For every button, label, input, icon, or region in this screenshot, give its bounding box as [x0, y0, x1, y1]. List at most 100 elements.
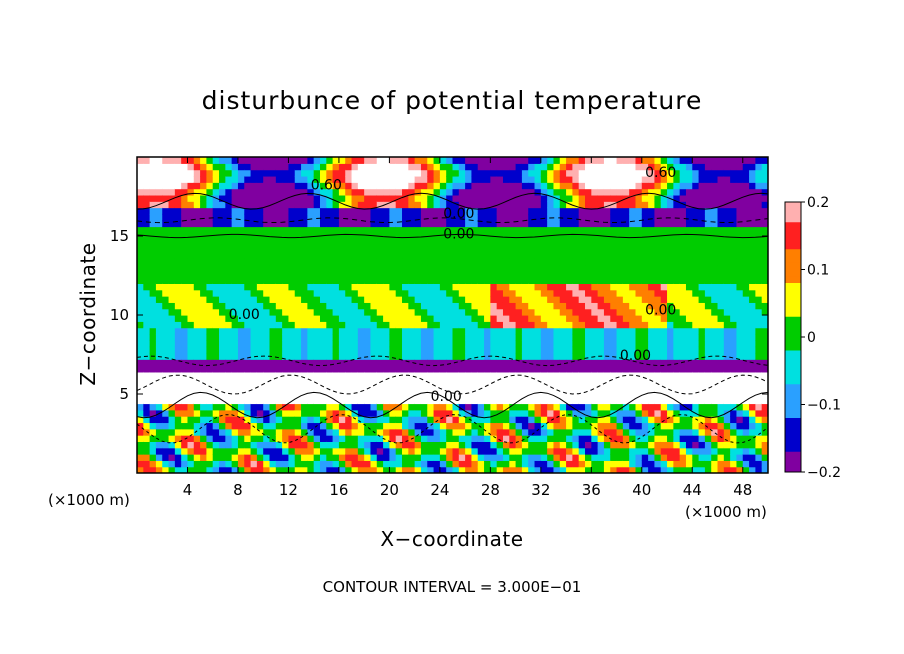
heatmap-cell	[294, 239, 302, 247]
heatmap-cell	[439, 403, 447, 411]
heatmap-cell	[345, 188, 353, 196]
heatmap-cell	[477, 220, 485, 228]
heatmap-cell	[143, 251, 151, 259]
heatmap-cell	[402, 428, 409, 436]
heatmap-cell	[603, 435, 611, 442]
heatmap-cell	[477, 194, 485, 202]
heatmap-cell	[275, 302, 283, 310]
heatmap-cell	[578, 352, 586, 360]
heatmap-cell	[521, 422, 529, 430]
heatmap-cell	[597, 245, 605, 253]
heatmap-cell	[616, 213, 624, 221]
heatmap-cell	[667, 422, 674, 430]
heatmap-cell	[408, 258, 416, 266]
heatmap-cell	[370, 384, 378, 392]
heatmap-cell	[332, 194, 340, 202]
heatmap-cell	[566, 428, 573, 436]
heatmap-cell	[357, 454, 365, 461]
heatmap-cell	[540, 169, 548, 177]
heatmap-cell	[502, 428, 510, 436]
heatmap-cell	[231, 169, 239, 177]
heatmap-cell	[370, 239, 378, 247]
heatmap-cell	[509, 416, 517, 424]
heatmap-cell	[137, 340, 144, 348]
heatmap-cell	[629, 365, 637, 373]
heatmap-cell	[357, 226, 365, 234]
heatmap-cell	[761, 435, 768, 442]
heatmap-cell	[704, 333, 712, 341]
heatmap-cell	[326, 157, 334, 164]
heatmap-cell	[603, 428, 611, 436]
heatmap-cell	[155, 416, 163, 424]
heatmap-cell	[509, 466, 517, 473]
heatmap-cell	[408, 220, 416, 228]
heatmap-cell	[540, 289, 548, 297]
heatmap-cell	[755, 220, 763, 228]
heatmap-cell	[673, 435, 681, 442]
heatmap-cell	[534, 390, 542, 398]
heatmap-cell	[326, 283, 334, 291]
heatmap-cell	[269, 182, 277, 190]
heatmap-cell	[673, 220, 681, 228]
heatmap-cell	[332, 371, 340, 379]
heatmap-cell	[389, 365, 397, 373]
heatmap-cell	[534, 315, 542, 322]
heatmap-cell	[282, 226, 290, 234]
heatmap-cell	[263, 384, 271, 392]
heatmap-cell	[458, 169, 466, 177]
heatmap-cell	[673, 384, 681, 392]
heatmap-cell	[490, 188, 498, 196]
heatmap-cell	[376, 245, 384, 253]
heatmap-cell	[389, 264, 397, 272]
heatmap-cell	[704, 466, 712, 473]
heatmap-cell	[490, 390, 498, 398]
heatmap-cell	[736, 277, 744, 284]
heatmap-cell	[231, 302, 239, 310]
heatmap-cell	[383, 397, 390, 405]
heatmap-cell	[319, 175, 327, 183]
heatmap-cell	[433, 232, 441, 240]
heatmap-cell	[704, 371, 712, 379]
heatmap-cell	[654, 296, 662, 303]
heatmap-cell	[282, 371, 290, 379]
heatmap-cell	[408, 352, 416, 360]
heatmap-cell	[679, 251, 687, 259]
heatmap-cell	[256, 277, 264, 284]
heatmap-cell	[490, 226, 498, 234]
heatmap-cell	[256, 333, 264, 341]
heatmap-cell	[351, 447, 359, 455]
heatmap-cell	[484, 245, 491, 253]
heatmap-cell	[749, 308, 756, 316]
heatmap-cell	[471, 466, 479, 473]
heatmap-cell	[282, 378, 290, 386]
heatmap-cell	[458, 371, 466, 379]
heatmap-cell	[351, 163, 359, 171]
heatmap-cell	[231, 283, 239, 291]
heatmap-cell	[648, 213, 656, 221]
heatmap-cell	[187, 447, 195, 455]
heatmap-cell	[490, 169, 498, 177]
heatmap-cell	[692, 422, 700, 430]
heatmap-cell	[427, 277, 435, 284]
heatmap-cell	[585, 188, 592, 196]
heatmap-cell	[591, 207, 599, 215]
heatmap-cell	[502, 302, 510, 310]
heatmap-cell	[515, 226, 523, 234]
heatmap-cell	[219, 245, 226, 253]
heatmap-cell	[244, 264, 252, 272]
heatmap-cell	[559, 416, 567, 424]
heatmap-cell	[685, 182, 693, 190]
heatmap-cell	[301, 327, 308, 335]
heatmap-cell	[521, 277, 529, 284]
heatmap-cell	[660, 403, 668, 411]
heatmap-cell	[515, 245, 523, 253]
heatmap-cell	[704, 384, 712, 392]
heatmap-cell	[559, 352, 567, 360]
heatmap-cell	[307, 264, 315, 272]
heatmap-cell	[256, 245, 264, 253]
heatmap-cell	[187, 169, 195, 177]
heatmap-cell	[477, 175, 485, 183]
heatmap-cell	[566, 289, 573, 297]
heatmap-cell	[547, 315, 555, 322]
